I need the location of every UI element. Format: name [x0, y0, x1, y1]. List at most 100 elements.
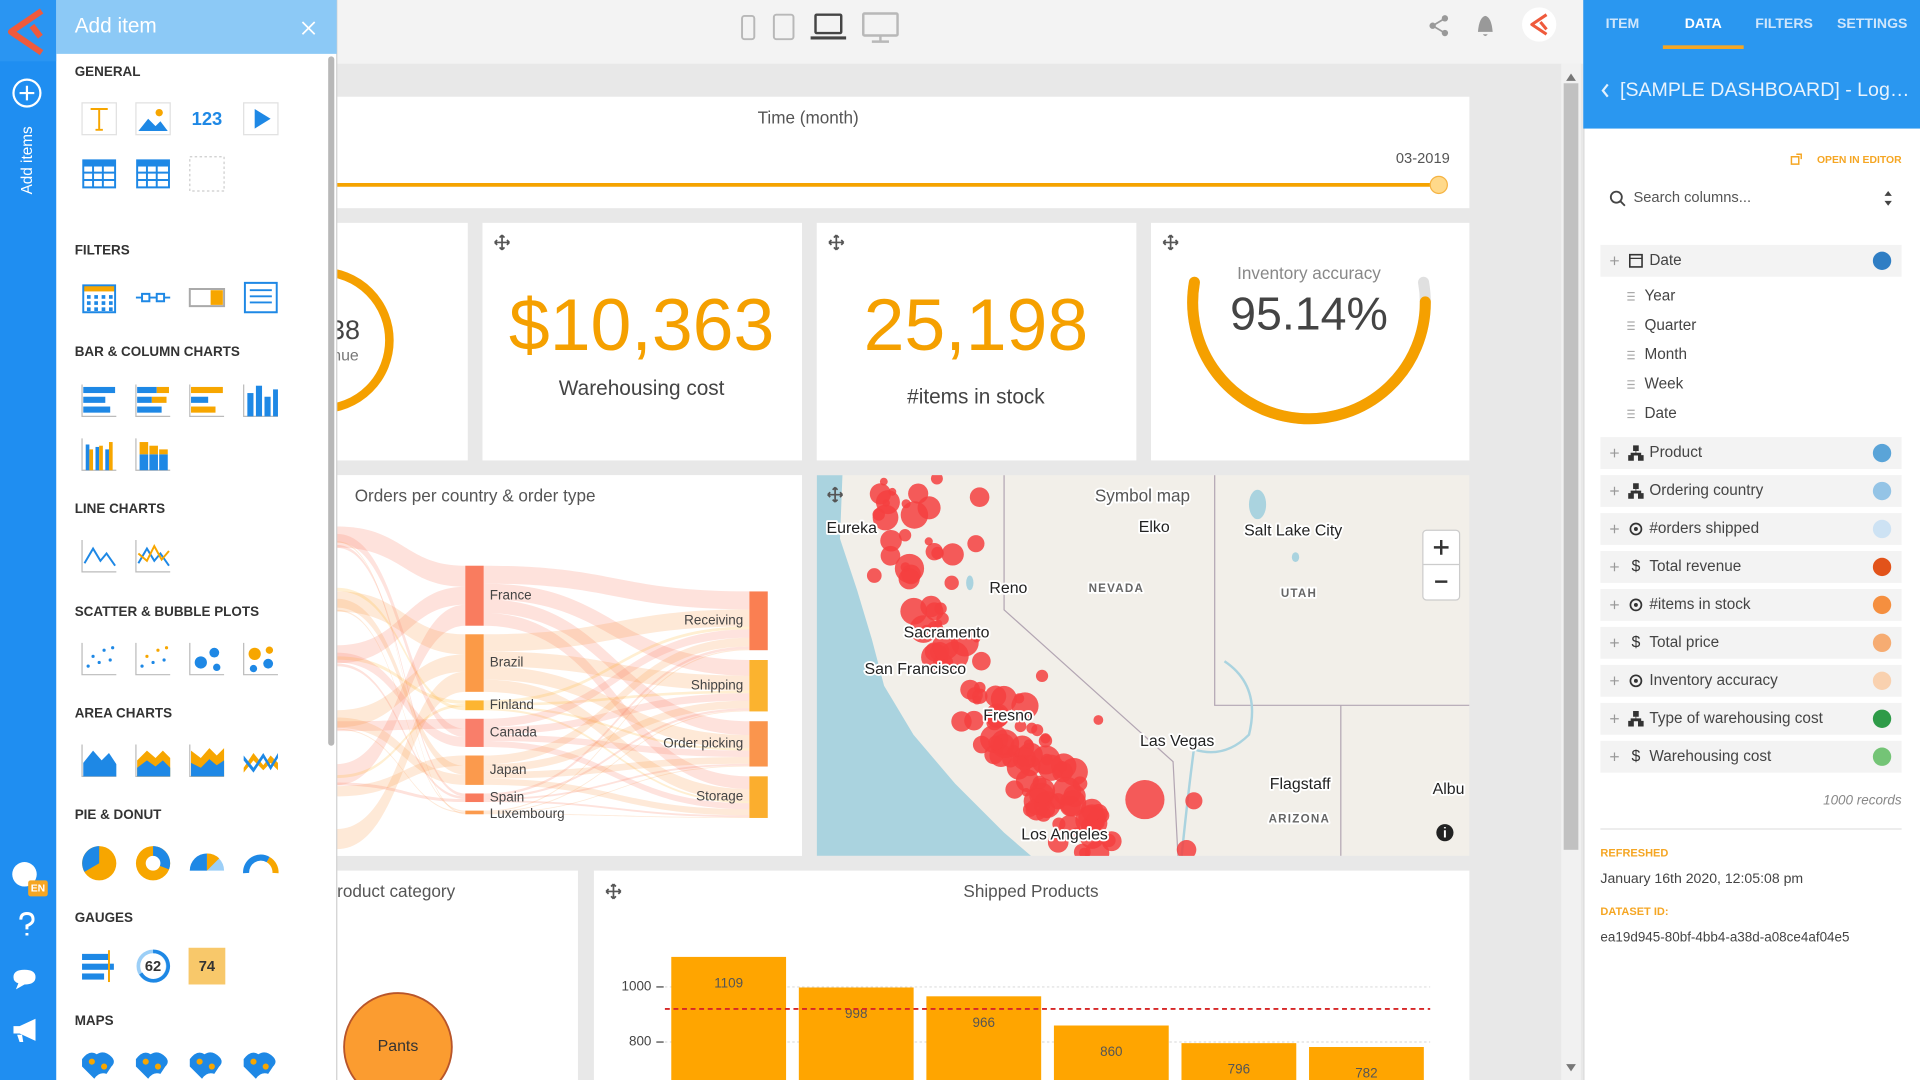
help-button[interactable] [19, 911, 35, 936]
item-type-button[interactable] [81, 540, 117, 573]
panel-tab[interactable]: FILTERS [1755, 15, 1813, 31]
item-type-button[interactable] [188, 288, 226, 308]
bubble[interactable] [343, 992, 453, 1080]
device-switch[interactable] [772, 13, 795, 41]
item-type-button[interactable] [82, 284, 117, 314]
move-handle[interactable] [828, 234, 845, 251]
map-bubble[interactable] [930, 473, 943, 485]
map-bubble[interactable] [1185, 792, 1203, 810]
item-type-button[interactable] [243, 642, 278, 676]
column-row[interactable] [1600, 740, 1902, 773]
column-color[interactable] [1872, 443, 1892, 463]
item-type-button[interactable] [135, 438, 171, 471]
map-bubble[interactable] [908, 483, 929, 504]
map-bubble[interactable] [880, 529, 902, 552]
column-child-name[interactable]: Month [1644, 346, 1687, 363]
column-row[interactable] [1600, 437, 1902, 469]
item-type-button[interactable] [81, 642, 117, 676]
notifications-button[interactable] [1477, 15, 1493, 37]
move-handle[interactable] [1162, 234, 1179, 251]
map-bubble[interactable] [1035, 669, 1049, 683]
back-button[interactable] [1601, 83, 1609, 98]
map-bubble[interactable] [951, 711, 972, 732]
device-switch-laptop[interactable] [814, 13, 843, 35]
bar[interactable] [1309, 1047, 1424, 1080]
item-type-button[interactable] [243, 1052, 276, 1079]
bar[interactable] [671, 956, 787, 1080]
map-bubble[interactable] [990, 685, 1017, 713]
column-color[interactable] [1872, 481, 1892, 501]
map-bubble[interactable] [875, 490, 900, 515]
item-type-button[interactable] [243, 102, 279, 136]
map-bubble[interactable] [972, 634, 981, 643]
map-bubble[interactable] [1029, 777, 1056, 804]
item-type-button[interactable]: 123 [192, 108, 223, 129]
column-color[interactable] [1872, 709, 1892, 728]
column-color[interactable] [1872, 519, 1892, 539]
column-row[interactable] [1600, 664, 1902, 697]
column-child-name[interactable]: Week [1644, 376, 1683, 393]
map-bubble[interactable] [941, 543, 964, 566]
item-type-button[interactable] [81, 744, 117, 777]
panel-tab[interactable]: SETTINGS [1837, 15, 1907, 31]
map-bubble[interactable] [1006, 756, 1031, 780]
column-color[interactable] [1872, 671, 1892, 690]
map-bubble[interactable] [967, 535, 985, 553]
user-avatar[interactable] [1522, 7, 1557, 42]
item-type-button[interactable] [243, 753, 278, 773]
item-type-button[interactable] [243, 281, 278, 314]
item-type-button[interactable] [81, 102, 117, 136]
map-bubble[interactable] [1005, 780, 1024, 799]
panel-tab[interactable]: DATA [1685, 15, 1722, 31]
column-child-name[interactable]: Date [1644, 405, 1676, 422]
item-type-button[interactable] [135, 642, 171, 676]
map-bubble[interactable] [920, 624, 934, 638]
column-color[interactable] [1872, 251, 1892, 270]
column-color[interactable] [1872, 633, 1892, 653]
open-in-editor[interactable]: OPEN IN EDITOR [1817, 155, 1902, 166]
scroll-up[interactable] [1566, 73, 1576, 81]
item-type-button[interactable] [243, 384, 278, 417]
item-type-button[interactable] [135, 540, 171, 573]
map-bubble[interactable] [888, 487, 897, 496]
map-bubble[interactable] [866, 568, 882, 583]
item-type-button[interactable] [189, 853, 225, 871]
scroll-down[interactable] [1566, 1064, 1576, 1072]
map-bubble[interactable] [1072, 776, 1088, 792]
item-type-button[interactable] [82, 159, 117, 189]
map-bubble[interactable] [1021, 787, 1031, 797]
filter-slider-handle[interactable] [1429, 175, 1448, 195]
add-items-button[interactable] [12, 78, 42, 108]
item-type-button[interactable] [189, 384, 225, 417]
map-bubble[interactable] [1040, 733, 1051, 744]
item-type-button[interactable] [135, 1052, 168, 1079]
map-bubble[interactable] [1102, 833, 1116, 848]
item-type-button[interactable] [82, 950, 114, 983]
column-color[interactable] [1872, 595, 1892, 615]
map-zoom-in[interactable] [1433, 540, 1449, 555]
column-row[interactable] [1600, 626, 1902, 659]
panel-tab[interactable]: ITEM [1606, 15, 1640, 31]
map-bubble[interactable] [932, 632, 959, 660]
column-color[interactable] [1872, 557, 1892, 577]
item-type-button[interactable] [136, 159, 170, 189]
item-type-button[interactable] [135, 744, 171, 777]
bar[interactable] [1053, 1025, 1169, 1080]
item-type-button[interactable] [135, 846, 171, 881]
column-color[interactable] [1872, 747, 1892, 766]
add-item-close[interactable] [301, 21, 316, 35]
item-type-button[interactable] [135, 292, 171, 303]
column-child-name[interactable]: Year [1644, 287, 1675, 304]
move-handle[interactable] [827, 486, 844, 503]
chat-button[interactable] [13, 969, 36, 990]
item-type-button[interactable] [243, 854, 279, 874]
column-child-name[interactable]: Quarter [1644, 317, 1696, 334]
column-row[interactable] [1600, 702, 1902, 735]
map-bubble[interactable] [1073, 843, 1091, 861]
column-row[interactable] [1600, 551, 1902, 583]
item-type-button[interactable] [189, 1052, 222, 1079]
announcements-button[interactable] [13, 1018, 36, 1043]
map-bubble[interactable] [1047, 832, 1069, 853]
item-type-button[interactable] [82, 1052, 114, 1079]
map-bubble[interactable] [944, 575, 959, 591]
